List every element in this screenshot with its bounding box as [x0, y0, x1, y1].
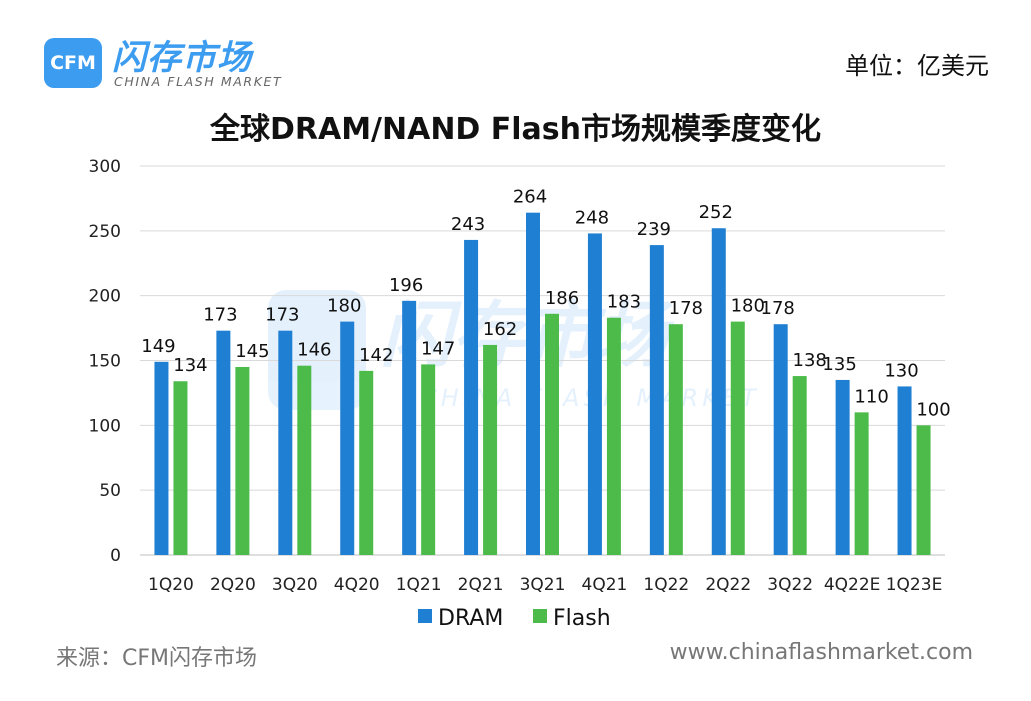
y-tick-label: 150 — [89, 352, 121, 372]
flash-bar — [421, 364, 436, 555]
dram-bar — [526, 212, 540, 555]
flash-data-label: 142 — [359, 345, 393, 366]
x-tick-label: 1Q23E — [886, 575, 943, 595]
flash-data-label: 138 — [793, 350, 827, 371]
flash-data-label: 183 — [607, 292, 641, 313]
dram-bar — [278, 330, 293, 555]
x-tick-label: 1Q20 — [148, 575, 194, 595]
flash-data-label: 145 — [235, 341, 269, 362]
dram-bar — [154, 361, 169, 555]
legend-label-flash: Flash — [553, 606, 611, 631]
flash-data-label: 100 — [916, 399, 950, 420]
flash-data-label: 186 — [545, 288, 579, 309]
gridlines — [140, 165, 945, 556]
dram-data-label: 135 — [822, 354, 856, 375]
y-tick-label: 0 — [110, 546, 121, 566]
flash-data-label: 180 — [731, 296, 765, 317]
dram-bar — [711, 228, 726, 556]
brand-name: 闪存市场 — [112, 38, 252, 78]
dram-bar — [340, 321, 355, 555]
flash-bar — [483, 344, 498, 555]
unit-label: 单位：亿美元 — [845, 52, 989, 80]
brand-logo-badge: CFM — [44, 38, 102, 88]
x-tick-label: 3Q20 — [272, 575, 318, 595]
dram-data-label: 178 — [761, 298, 795, 319]
dram-data-label: 264 — [513, 187, 547, 208]
y-axis-ticks: 0 50 100 150 200 250 300 — [89, 157, 121, 566]
flash-bar — [606, 317, 621, 555]
dram-bar — [587, 233, 602, 555]
dram-bar — [402, 300, 417, 555]
dram-data-label: 248 — [575, 207, 609, 228]
flash-bar — [297, 365, 312, 555]
flash-data-label: 147 — [421, 338, 455, 359]
dram-bar — [835, 379, 850, 555]
flash-bar — [545, 313, 559, 555]
x-tick-label: 4Q20 — [334, 575, 380, 595]
legend: DRAM Flash — [418, 606, 611, 631]
dram-data-label: 173 — [265, 305, 299, 326]
dram-data-label: 196 — [389, 275, 423, 296]
flash-data-label: 162 — [483, 319, 517, 340]
legend-swatch-flash — [533, 609, 547, 623]
y-tick-label: 300 — [89, 157, 121, 177]
footer-url: www.chinaflashmarket.com — [669, 640, 973, 665]
x-tick-label: 2Q22 — [705, 575, 751, 595]
dram-data-label: 173 — [203, 305, 237, 326]
x-axis-ticks: 1Q20 2Q20 3Q20 4Q20 1Q21 2Q21 3Q21 4Q21 1Q22 2Q22… — [148, 575, 942, 595]
y-tick-label: 50 — [99, 481, 121, 501]
x-tick-label: 1Q21 — [396, 575, 442, 595]
x-tick-label: 1Q22 — [643, 575, 689, 595]
legend-swatch-dram — [418, 609, 432, 623]
flash-bar — [668, 324, 683, 555]
y-tick-label: 250 — [89, 222, 121, 242]
flash-data-label: 146 — [297, 340, 331, 361]
x-tick-label: 4Q22E — [824, 575, 881, 595]
footer-source: 来源：CFM闪存市场 — [56, 646, 257, 671]
flash-bar — [916, 425, 931, 555]
y-tick-label: 100 — [89, 416, 121, 436]
y-tick-label: 200 — [89, 287, 121, 307]
dram-data-label: 149 — [141, 336, 175, 357]
dram-bar — [216, 330, 231, 555]
x-tick-label: 3Q21 — [520, 575, 566, 595]
x-tick-label: 3Q22 — [767, 575, 813, 595]
dram-data-label: 252 — [699, 202, 733, 223]
flash-bar — [854, 412, 869, 555]
dram-data-label: 130 — [884, 360, 918, 381]
x-tick-label: 4Q21 — [582, 575, 628, 595]
flash-data-label: 110 — [854, 386, 888, 407]
dram-bar — [649, 245, 664, 555]
dram-bar — [464, 239, 479, 555]
dram-bar — [897, 386, 912, 555]
brand-subtitle: CHINA FLASH MARKET — [114, 74, 283, 89]
flash-bar — [235, 366, 250, 555]
flash-bar — [173, 381, 188, 555]
flash-bar — [359, 370, 374, 555]
dram-data-label: 243 — [451, 214, 485, 235]
legend-label-dram: DRAM — [438, 606, 503, 631]
dram-data-label: 180 — [327, 296, 361, 317]
x-tick-label: 2Q20 — [210, 575, 256, 595]
dram-data-label: 239 — [637, 219, 671, 240]
flash-bar — [792, 376, 807, 555]
x-tick-label: 2Q21 — [458, 575, 504, 595]
flash-data-label: 134 — [173, 355, 207, 376]
chart-title: 全球DRAM/NAND Flash市场规模季度变化 — [209, 112, 822, 147]
flash-data-label: 178 — [669, 298, 703, 319]
dram-bar — [773, 324, 788, 555]
flash-bar — [730, 321, 745, 555]
